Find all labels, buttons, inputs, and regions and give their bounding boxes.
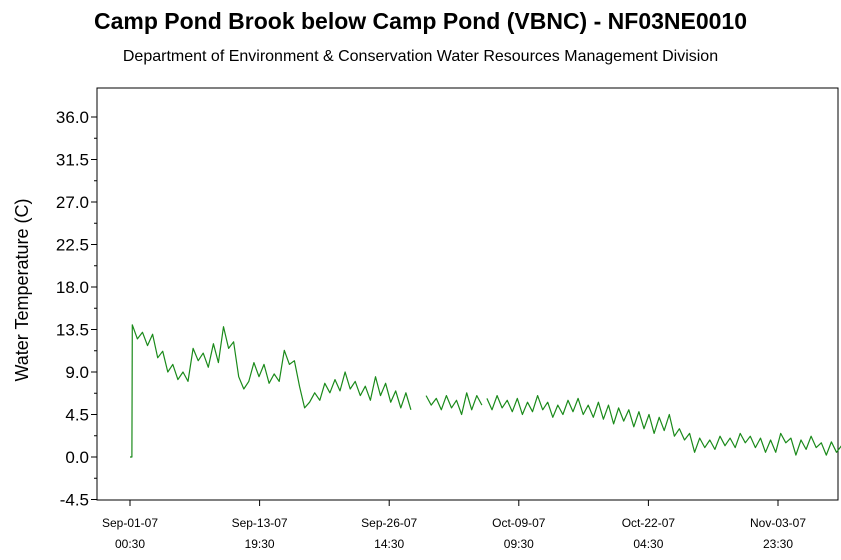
- x-axis-tick-labels: Sep-01-07 00:30 Sep-13-07 19:30 Sep-26-07 14:…: [102, 516, 806, 551]
- y-axis-tick-labels: 36.0 31.5 27.0 22.5 18.0 13.5 9.0 4.5 0.0 -4.5: [56, 108, 89, 510]
- x-tick-label-time: 04:30: [633, 537, 663, 551]
- plot-frame: [96, 87, 839, 501]
- x-tick-label-date: Nov-03-07: [750, 516, 806, 530]
- x-tick-label-date: Sep-01-07: [102, 516, 158, 530]
- x-tick-label-date: Sep-13-07: [232, 516, 288, 530]
- temperature-series: [130, 324, 841, 458]
- x-tick-label-time: 19:30: [245, 537, 275, 551]
- y-tick-label: 13.5: [56, 321, 89, 340]
- y-tick-label: 27.0: [56, 193, 89, 212]
- y-tick-label: 0.0: [65, 448, 89, 467]
- series-line-segment: [130, 324, 412, 458]
- y-tick-label: 22.5: [56, 236, 89, 255]
- x-tick-label-date: Oct-22-07: [622, 516, 676, 530]
- y-axis-label: Water Temperature (C): [12, 198, 32, 381]
- x-tick-label-time: 09:30: [504, 537, 534, 551]
- y-tick-label: 31.5: [56, 151, 89, 170]
- x-tick-label-date: Sep-26-07: [361, 516, 417, 530]
- chart-title: Camp Pond Brook below Camp Pond (VBNC) -…: [93, 8, 748, 34]
- x-tick-label-date: Oct-09-07: [492, 516, 546, 530]
- x-tick-label-time: 00:30: [115, 537, 145, 551]
- y-tick-label: 4.5: [65, 406, 89, 425]
- y-tick-label: 36.0: [56, 108, 89, 127]
- series-line-segment: [486, 395, 841, 456]
- y-tick-label: -4.5: [60, 491, 89, 510]
- x-tick-label-time: 14:30: [374, 537, 404, 551]
- chart-subtitle: Department of Environment & Conservation…: [122, 48, 719, 65]
- series-line-segment: [425, 392, 483, 416]
- x-tick-label-time: 23:30: [763, 537, 793, 551]
- y-tick-label: 9.0: [65, 363, 89, 382]
- y-tick-label: 18.0: [56, 278, 89, 297]
- chart-axes: [91, 87, 839, 506]
